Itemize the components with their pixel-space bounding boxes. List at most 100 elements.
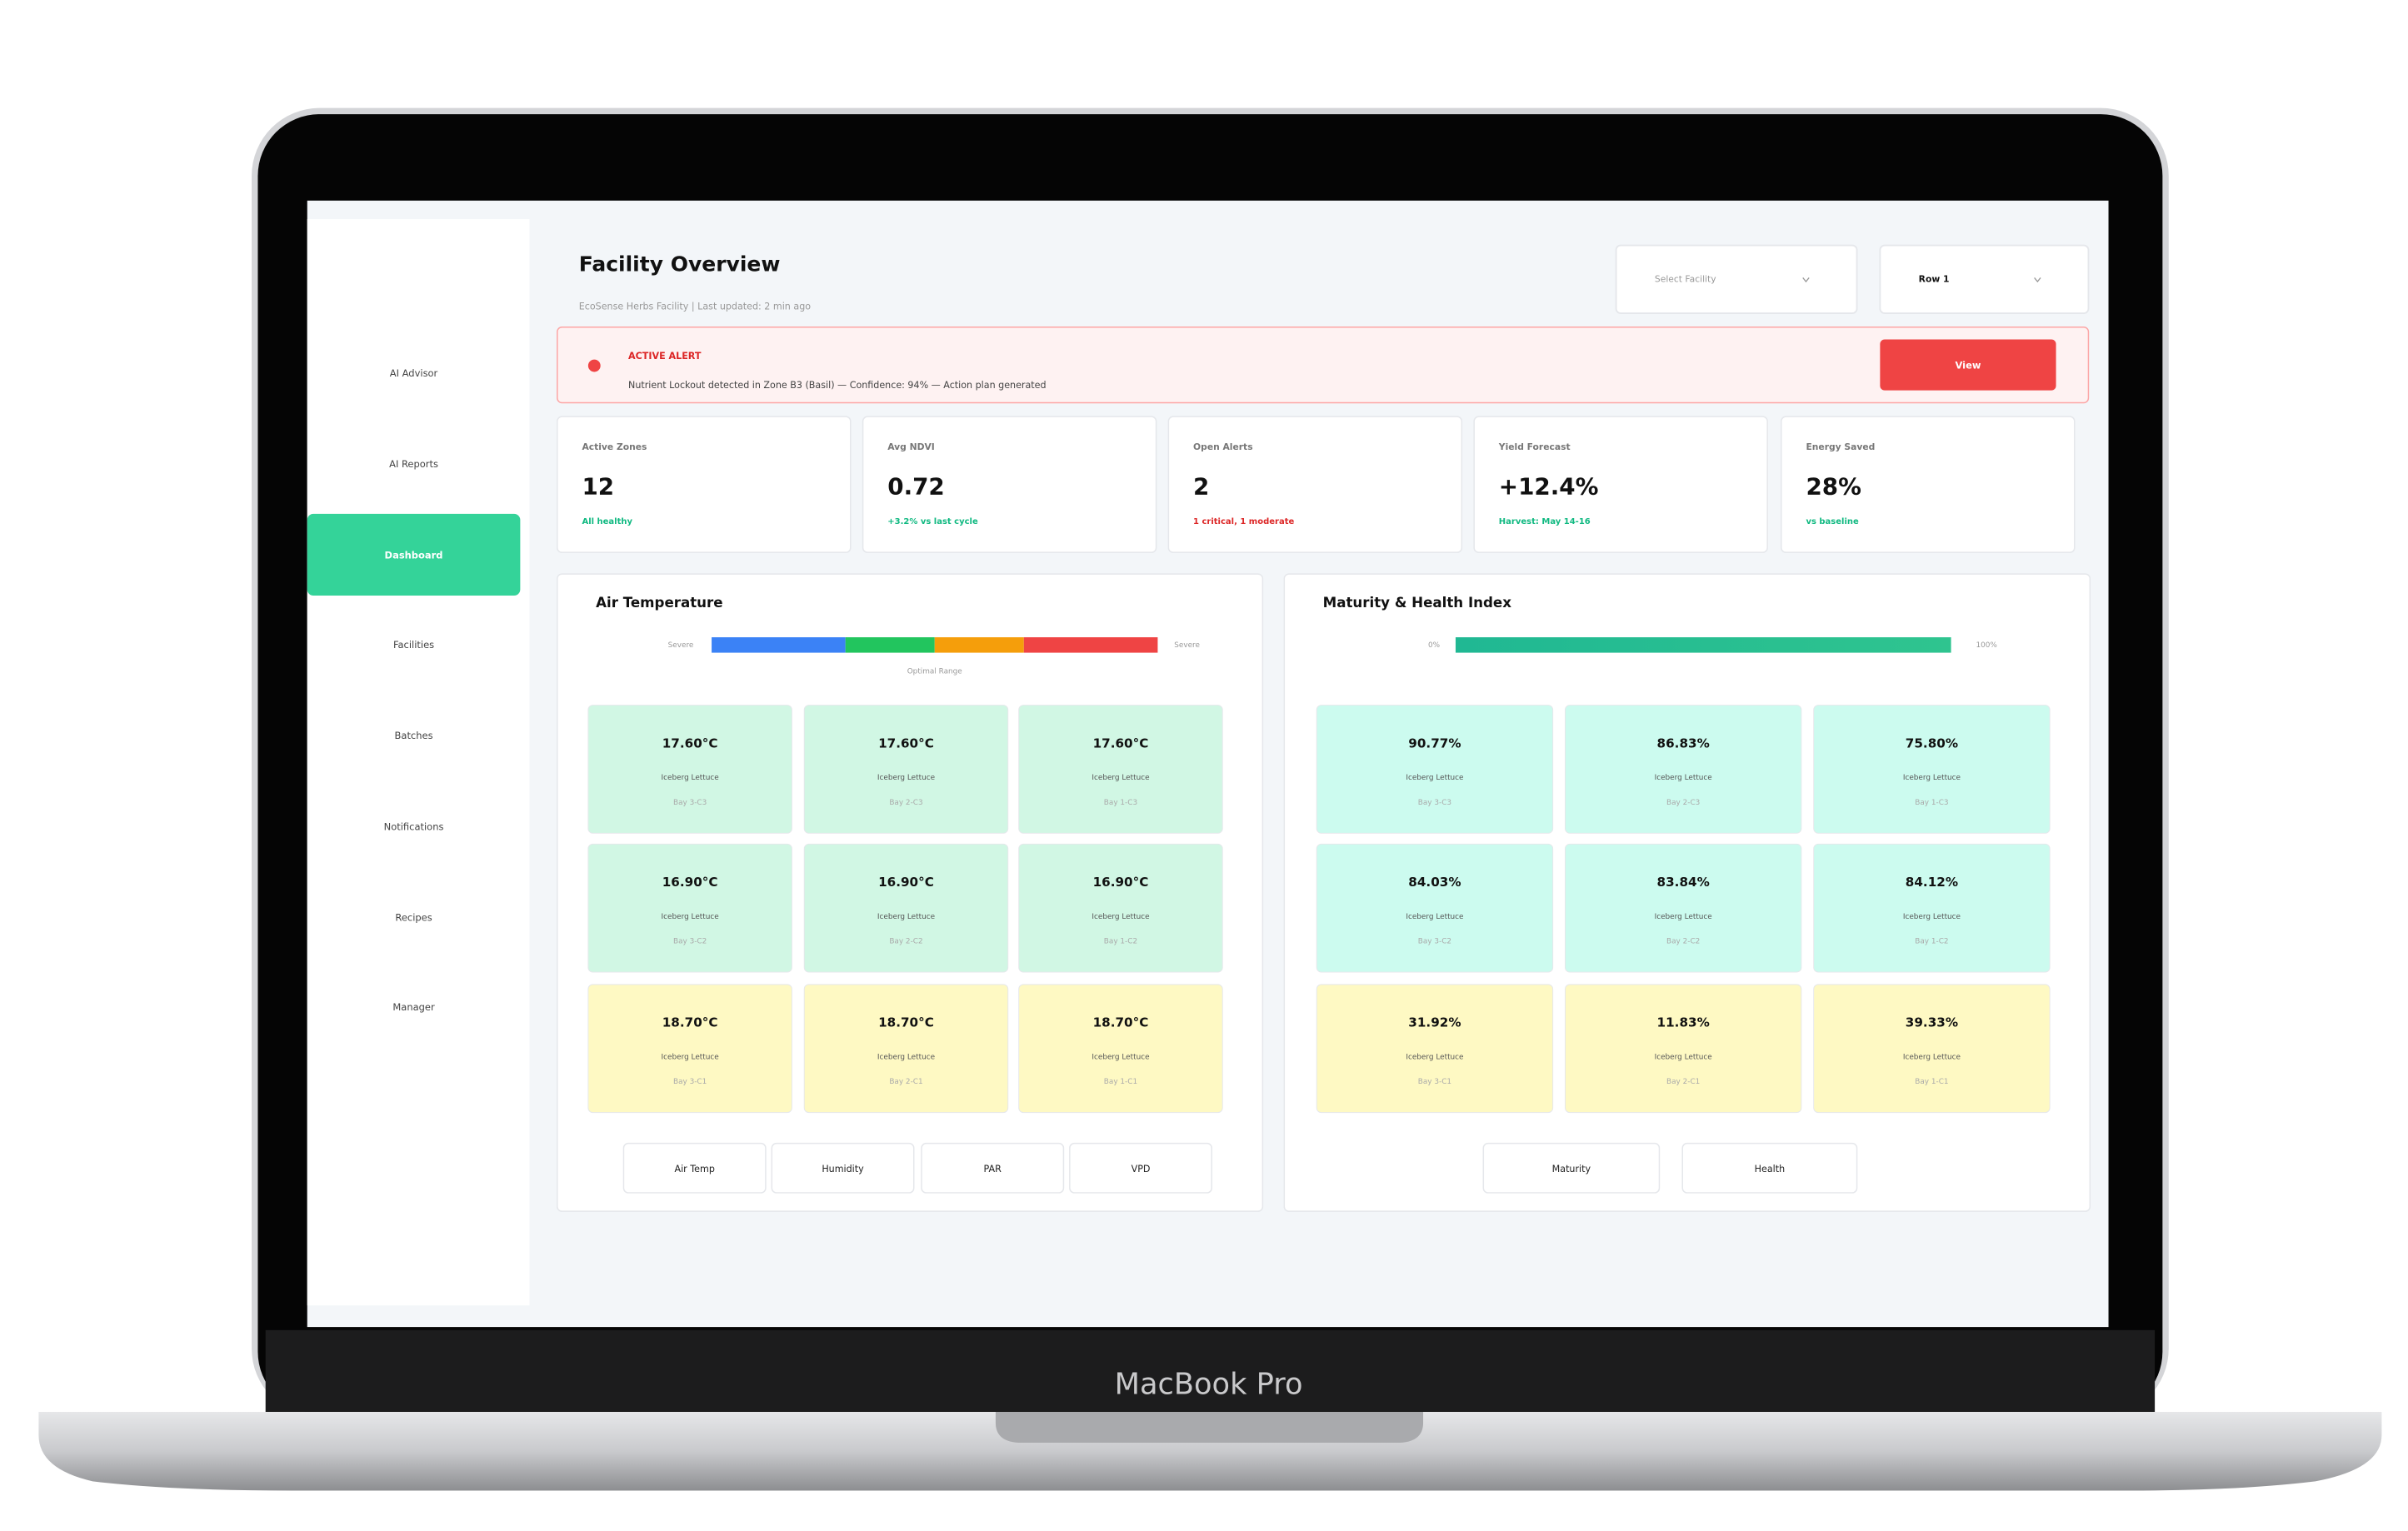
tile-crop: Iceberg Lettuce — [662, 774, 719, 782]
tile-value: 11.83% — [1657, 1015, 1710, 1030]
zone-tile[interactable] — [587, 705, 792, 834]
kpi-card — [862, 416, 1157, 553]
zone-tile[interactable] — [1813, 705, 2051, 834]
zone-tile[interactable] — [1316, 984, 1554, 1114]
kpi-value: 0.72 — [887, 472, 945, 500]
kpi-note: +3.2% vs last cycle — [887, 517, 978, 526]
tile-crop: Iceberg Lettuce — [1655, 913, 1712, 921]
tab-label[interactable]: Maturity — [1552, 1164, 1591, 1174]
tile-crop: Iceberg Lettuce — [1655, 1053, 1712, 1061]
nav-item[interactable]: Manager — [392, 1001, 435, 1013]
tile-bay: Bay 1-C2 — [1104, 937, 1137, 945]
tab-button[interactable] — [1681, 1142, 1858, 1194]
page-title: Facility Overview — [579, 252, 781, 277]
panel-title: Air Temperature — [596, 595, 722, 611]
alert-dot — [587, 359, 601, 372]
tab-button[interactable] — [1069, 1142, 1213, 1194]
nav-item[interactable]: Batches — [395, 730, 433, 741]
zone-tile[interactable] — [803, 705, 1009, 834]
nav-active-bg[interactable] — [307, 513, 521, 596]
tile-bay: Bay 3-C2 — [673, 937, 707, 945]
zone-tile[interactable] — [1018, 705, 1223, 834]
tile-crop: Iceberg Lettuce — [877, 774, 935, 782]
tile-value: 17.60°C — [1093, 736, 1149, 751]
tab-button[interactable] — [1482, 1142, 1661, 1194]
zone-tile[interactable] — [1813, 843, 2051, 973]
zone-tile[interactable] — [803, 984, 1009, 1114]
nav-item[interactable]: Notifications — [384, 820, 444, 832]
scale-band — [845, 637, 935, 653]
tile-bay: Bay 2-C2 — [889, 937, 922, 945]
zone-tile[interactable] — [803, 843, 1009, 973]
scale-bar — [1455, 637, 1951, 653]
scale-caption: Optimal Range — [907, 667, 962, 676]
kpi-note: 1 critical, 1 moderate — [1193, 517, 1294, 526]
tab-label[interactable]: PAR — [984, 1164, 1002, 1174]
scale-right: Severe — [1174, 641, 1200, 650]
tab-label[interactable]: Air Temp — [674, 1164, 714, 1174]
kpi-label: Energy Saved — [1806, 441, 1875, 452]
select-box[interactable] — [1879, 244, 2090, 314]
zone-tile[interactable] — [1316, 705, 1554, 834]
zone-tile[interactable] — [587, 843, 792, 973]
kpi-label: Active Zones — [582, 441, 647, 452]
chevron — [2034, 277, 2041, 283]
tab-label[interactable]: VPD — [1132, 1164, 1151, 1174]
zone-tile[interactable] — [1565, 984, 1802, 1114]
tab-button[interactable] — [771, 1142, 915, 1194]
zone-tile[interactable] — [1018, 843, 1223, 973]
tile-bay: Bay 2-C2 — [1666, 937, 1700, 945]
tile-crop: Iceberg Lettuce — [1092, 774, 1149, 782]
kpi-value: 12 — [582, 472, 614, 500]
tile-bay: Bay 1-C3 — [1915, 799, 1948, 807]
zone-tile[interactable] — [1316, 843, 1554, 973]
tile-bay: Bay 1-C2 — [1915, 937, 1948, 945]
kpi-card — [1781, 416, 2076, 553]
tile-crop: Iceberg Lettuce — [1092, 1053, 1149, 1061]
view-button[interactable] — [1880, 339, 2056, 391]
tile-bay: Bay 2-C3 — [1666, 799, 1700, 807]
tile-bay: Bay 2-C1 — [889, 1078, 922, 1086]
tile-crop: Iceberg Lettuce — [1406, 913, 1463, 921]
tile-bay: Bay 3-C3 — [673, 799, 707, 807]
panel-title: Maturity & Health Index — [1323, 595, 1512, 611]
zone-tile[interactable] — [1565, 705, 1802, 834]
alert-box — [557, 326, 2090, 404]
tile-value: 16.90°C — [878, 875, 934, 890]
kpi-value: 2 — [1193, 472, 1209, 500]
view-button-label[interactable]: View — [1955, 360, 1981, 372]
zone-tile[interactable] — [1018, 984, 1223, 1114]
tile-value: 90.77% — [1408, 736, 1461, 751]
tile-value: 17.60°C — [878, 736, 934, 751]
nav-item[interactable]: Recipes — [395, 912, 432, 924]
tile-crop: Iceberg Lettuce — [1092, 913, 1149, 921]
zone-tile[interactable] — [587, 984, 792, 1114]
tab-button[interactable] — [921, 1142, 1065, 1194]
kpi-card — [557, 416, 852, 553]
kpi-label: Open Alerts — [1193, 441, 1253, 452]
tile-crop: Iceberg Lettuce — [1406, 1053, 1463, 1061]
zone-tile[interactable] — [1565, 843, 1802, 973]
chin — [265, 1329, 2156, 1412]
laptop-base — [38, 1411, 2382, 1491]
kpi-value: +12.4% — [1499, 472, 1599, 500]
tile-value: 18.70°C — [1093, 1015, 1149, 1030]
tile-value: 86.83% — [1657, 736, 1710, 751]
alert-label: ACTIVE ALERT — [628, 351, 702, 362]
tile-value: 17.60°C — [662, 736, 718, 751]
kpi-note: Harvest: May 14-16 — [1499, 517, 1591, 526]
notch — [995, 1411, 1424, 1444]
scale-left: 0% — [1428, 641, 1440, 650]
zone-tile[interactable] — [1813, 984, 2051, 1114]
nav-item[interactable]: Dashboard — [385, 549, 443, 561]
tab-button[interactable] — [622, 1142, 767, 1194]
tile-value: 83.84% — [1657, 875, 1710, 890]
nav-item[interactable]: Facilities — [393, 639, 434, 651]
tile-bay: Bay 2-C1 — [1666, 1078, 1700, 1086]
tab-label[interactable]: Humidity — [822, 1164, 864, 1174]
tile-value: 31.92% — [1408, 1015, 1461, 1030]
nav-item[interactable]: AI Reports — [389, 458, 438, 470]
select-box[interactable] — [1615, 244, 1858, 314]
nav-item[interactable]: AI Advisor — [390, 367, 438, 379]
tab-label[interactable]: Health — [1755, 1164, 1785, 1174]
